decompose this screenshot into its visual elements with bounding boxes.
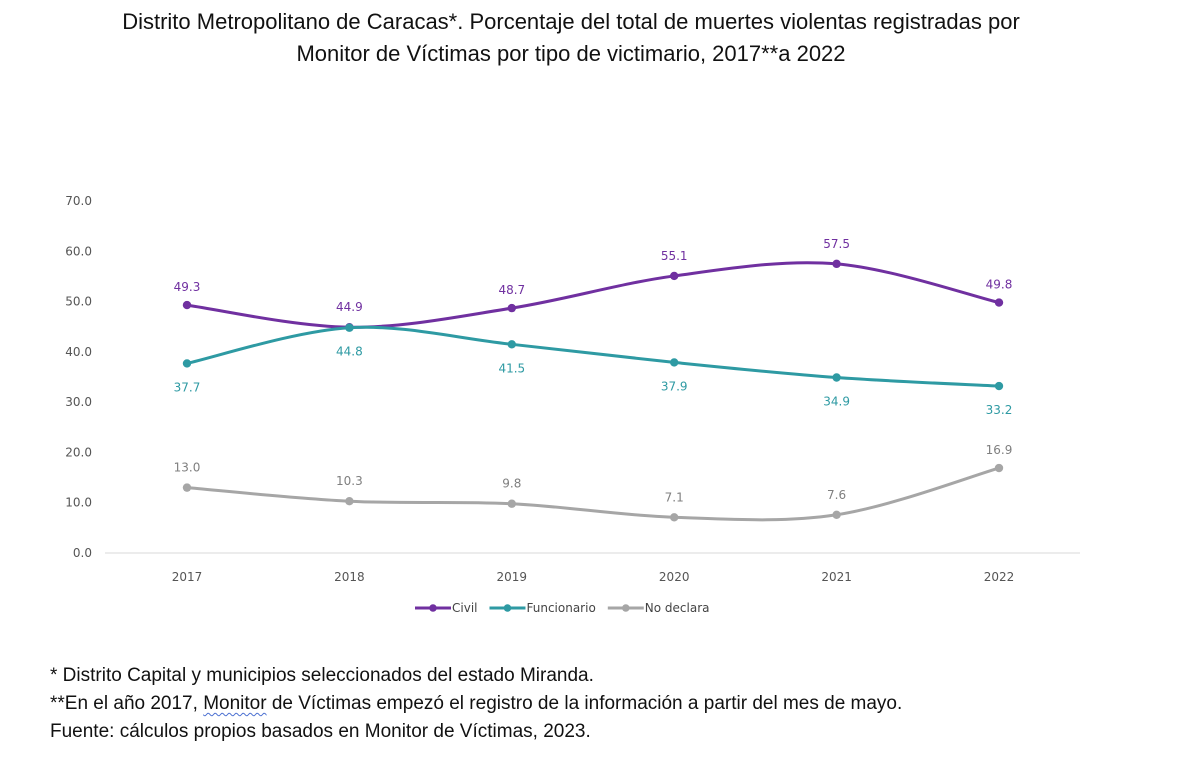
data-label-civil: 55.1: [661, 249, 688, 263]
data-point-civil: [832, 259, 841, 269]
footnote-2: **En el año 2017, Monitor de Víctimas em…: [50, 690, 902, 718]
data-label-civil: 48.7: [498, 283, 525, 297]
legend-marker-no-declara: [621, 604, 630, 612]
y-tick-label: 60.0: [65, 244, 92, 258]
legend-marker-funcionario: [503, 604, 512, 612]
data-point-no-declara: [345, 497, 354, 506]
footnotes: * Distrito Capital y municipios seleccio…: [50, 662, 902, 746]
data-label-funcionario: 33.2: [986, 403, 1013, 417]
data-point-funcionario: [994, 381, 1004, 391]
data-point-funcionario: [182, 359, 192, 368]
data-label-funcionario: 37.7: [174, 380, 201, 394]
data-point-no-declara: [994, 463, 1004, 473]
data-label-funcionario: 34.9: [823, 395, 850, 409]
y-tick-label: 50.0: [65, 295, 92, 309]
y-tick-label: 30.0: [65, 395, 92, 409]
series-line-civil: [185, 261, 1001, 329]
footnote-2-spellcheck-word: Monitor: [203, 693, 267, 714]
data-point-civil: [670, 271, 679, 281]
footnote-2-suffix: de Víctimas empezó el registro de la inf…: [266, 693, 903, 714]
y-tick-label: 70.0: [65, 194, 92, 208]
data-label-no-declara: 9.8: [502, 477, 521, 491]
data-point-funcionario: [345, 323, 354, 332]
data-label-civil: 44.9: [336, 300, 363, 314]
x-tick-label: 2022: [984, 570, 1015, 584]
data-label-no-declara: 13.0: [174, 461, 201, 475]
footnote-1: * Distrito Capital y municipios seleccio…: [50, 665, 594, 686]
chart-title-line-1: Distrito Metropolitano de Caracas*. Porc…: [122, 9, 1020, 34]
x-tick-label: 2017: [172, 570, 203, 584]
line-chart: 0.0 10.0 20.0 30.0 40.0 50.0 60.0 70.0 2017 2018 2…: [65, 194, 1080, 615]
series-line-funcionario: [185, 325, 1001, 388]
data-point-civil: [994, 298, 1004, 307]
series-line-no-declara: [185, 466, 1001, 522]
data-point-no-declara: [670, 513, 679, 522]
y-tick-label: 40.0: [65, 345, 92, 359]
chart-title: Distrito Metropolitano de Caracas*. Porc…: [0, 6, 1142, 70]
legend-label-funcionario: Funcionario: [526, 601, 595, 615]
y-tick-label: 20.0: [65, 445, 92, 459]
data-label-no-declara: 16.9: [986, 443, 1013, 457]
data-point-no-declara: [832, 510, 841, 519]
y-tick-label: 10.0: [65, 496, 92, 510]
x-tick-label: 2021: [821, 570, 852, 584]
data-point-funcionario: [670, 358, 679, 367]
data-label-no-declara: 10.3: [336, 474, 363, 488]
x-tick-label: 2018: [334, 570, 365, 584]
x-tick-label: 2020: [659, 570, 690, 584]
data-point-no-declara: [507, 499, 516, 508]
chart-title-line-2: Monitor de Víctimas por tipo de victimar…: [296, 41, 846, 66]
x-tick-label: 2019: [497, 570, 528, 584]
data-label-civil: 57.5: [823, 237, 850, 251]
data-label-funcionario: 41.5: [498, 361, 525, 375]
data-label-civil: 49.8: [986, 278, 1013, 292]
footnote-2-prefix: **En el año 2017,: [50, 693, 204, 714]
data-point-no-declara: [182, 483, 192, 492]
data-label-funcionario: 44.8: [336, 345, 363, 359]
legend-label-no-declara: No declara: [645, 601, 710, 615]
data-label-no-declara: 7.1: [665, 490, 684, 504]
y-tick-label: 0.0: [73, 546, 92, 560]
data-label-no-declara: 7.6: [827, 488, 846, 502]
data-point-funcionario: [832, 373, 841, 382]
legend-marker-civil: [429, 604, 437, 612]
source-note: Fuente: cálculos propios basados en Moni…: [50, 721, 591, 742]
legend-label-civil: Civil: [452, 601, 477, 615]
data-point-civil: [182, 300, 192, 310]
data-label-funcionario: 37.9: [661, 379, 688, 393]
data-point-civil: [507, 303, 516, 313]
data-label-civil: 49.3: [174, 280, 201, 294]
data-point-funcionario: [507, 340, 516, 349]
